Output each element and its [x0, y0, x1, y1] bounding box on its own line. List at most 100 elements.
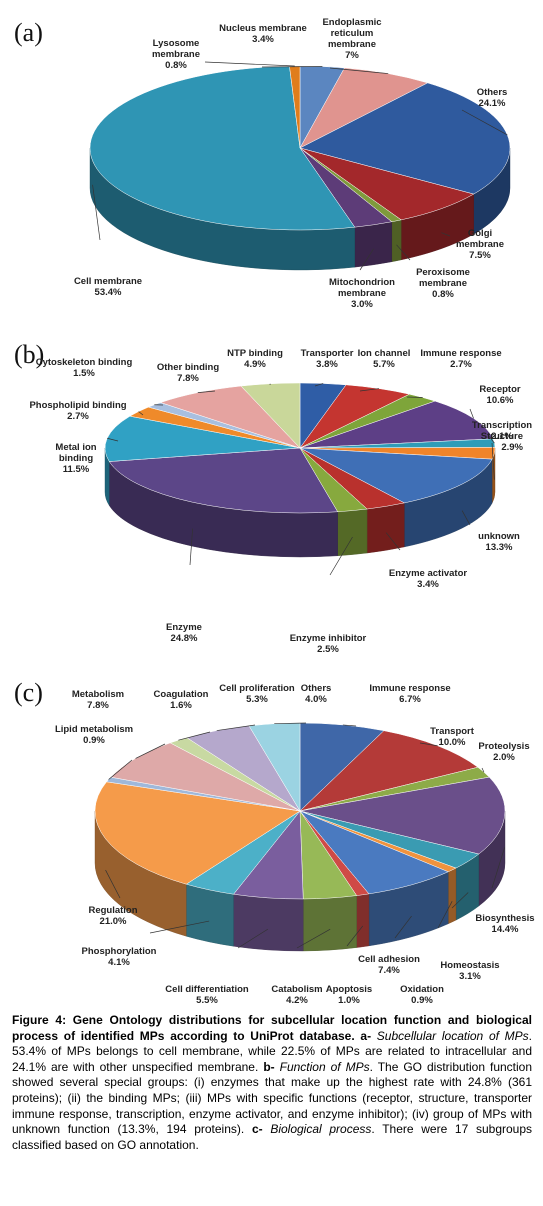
caption-title: Figure 4: Gene Ontology distributions fo… [12, 1013, 532, 1043]
value-label-immune-response: 2.7% [450, 359, 472, 370]
leader-line-ion-channel [359, 388, 380, 392]
pie-side-phosphorylation [186, 883, 234, 947]
value-label-lysosome-membrane: 0.8% [165, 60, 187, 71]
category-label-receptor: Receptor [479, 384, 520, 395]
category-label-lysosome-membrane: membrane [152, 49, 200, 60]
category-label-peroxisome-membrane: membrane [419, 278, 467, 289]
leader-line-apoptosis [346, 925, 364, 947]
pie-slice-biosynthesis [299, 776, 506, 855]
leader-line-others [461, 109, 508, 136]
value-label-other-binding: 7.8% [177, 373, 199, 384]
value-label-apoptosis: 1.0% [338, 995, 360, 1006]
leader-line-endoplasmic-reticulum-membrane [329, 67, 389, 74]
pie-side-apoptosis [356, 893, 370, 948]
category-label-enzyme-activator: Enzyme activator [389, 568, 467, 579]
category-label-unknown: unknown [478, 531, 520, 542]
leader-line-enzyme [189, 528, 193, 566]
category-label-endoplasmic-reticulum-membrane: reticulum [331, 28, 374, 39]
value-label-receptor: 10.6% [487, 395, 514, 406]
category-label-catabolism: Catabolism [271, 984, 322, 995]
leader-line-regulation [105, 869, 121, 899]
category-label-enzyme-inhibitor: Enzyme inhibitor [290, 633, 367, 644]
leader-line-phospholipid-binding [138, 411, 144, 416]
category-label-transport: Transport [430, 726, 475, 737]
leader-line-phosphorylation [149, 920, 210, 934]
leader-line-metabolism [135, 743, 166, 759]
value-label-enzyme-inhibitor: 2.5% [317, 644, 339, 655]
leader-line-unknown [461, 510, 471, 526]
caption-a-label: a- [360, 1028, 372, 1043]
pie-side-cell-differentiation [233, 894, 304, 952]
category-label-homeostasis: Homeostasis [440, 960, 499, 971]
value-label-cell-membrane: 53.4% [95, 287, 122, 298]
value-label-catabolism: 4.2% [286, 995, 308, 1006]
leader-line-lysosome-membrane [204, 61, 295, 67]
panel-label-a: (a) [14, 18, 43, 47]
category-label-mitochondrion-membrane: Mitochondrion [329, 277, 395, 288]
category-label-metal-ion-binding: binding [59, 453, 93, 464]
category-label-others: Others [477, 87, 508, 98]
leader-line-others [274, 722, 307, 725]
value-label-phosphorylation: 4.1% [108, 957, 130, 968]
category-label-nucleus-membrane: Nucleus membrane [219, 23, 307, 34]
category-label-lysosome-membrane: Lysosome [153, 38, 200, 49]
category-label-golgi-membrane: Golgi [468, 228, 492, 239]
panel-label-c: (c) [14, 678, 43, 707]
leader-line-proteolysis [481, 767, 485, 773]
pie-side-catabolism [303, 895, 357, 952]
value-label-phospholipid-binding: 2.7% [67, 411, 89, 422]
value-label-others: 24.1% [479, 98, 506, 109]
value-label-cell-adhesion: 7.4% [378, 965, 400, 976]
category-label-coagulation: Coagulation [154, 689, 209, 700]
leader-line-cell-differentiation [237, 928, 269, 949]
pie-slice-enzyme [108, 447, 339, 514]
leader-line-transport [419, 742, 438, 747]
category-label-endoplasmic-reticulum-membrane: membrane [328, 39, 376, 50]
value-label-transporter: 3.8% [316, 359, 338, 370]
category-label-structure: Structure [481, 431, 523, 442]
leader-line-transcription [487, 434, 495, 444]
category-label-biosynthesis: Biosynthesis [475, 913, 534, 924]
category-label-ntp-binding: NTP binding [227, 348, 283, 359]
value-label-homeostasis: 3.1% [459, 971, 481, 982]
category-label-ion-channel: Ion channel [358, 348, 411, 359]
value-label-coagulation: 1.6% [170, 700, 192, 711]
value-label-ntp-binding: 4.9% [244, 359, 266, 370]
leader-line-enzyme-activator [385, 532, 401, 551]
value-label-others: 4.0% [305, 694, 327, 705]
figure-caption: Figure 4: Gene Ontology distributions fo… [12, 1013, 532, 1153]
value-label-cytoskeleton-binding: 1.5% [73, 368, 95, 379]
category-label-immune-response: Immune response [369, 683, 450, 694]
value-label-proteolysis: 2.0% [493, 752, 515, 763]
category-label-regulation: Regulation [88, 905, 137, 916]
caption-b-title: Function of MPs [279, 1059, 370, 1074]
category-label-immune-response: Immune response [420, 348, 501, 359]
leader-line-catabolism [296, 928, 331, 949]
pie-side-enzyme-inhibitor [337, 508, 368, 556]
category-label-cell-membrane: Cell membrane [74, 276, 142, 287]
pie-slice-regulation [94, 781, 301, 885]
category-label-enzyme: Enzyme [166, 622, 202, 633]
value-label-nucleus-membrane: 3.4% [252, 34, 274, 45]
value-label-golgi-membrane: 7.5% [469, 250, 491, 261]
panel-label-b: (b) [14, 340, 45, 369]
pie-side-peroxisome-membrane [391, 219, 402, 262]
pie-slice-receptor [299, 400, 494, 449]
category-label-proteolysis: Proteolysis [478, 741, 529, 752]
value-label-endoplasmic-reticulum-membrane: 7% [345, 50, 359, 61]
leader-line-enzyme-inhibitor [329, 536, 353, 576]
value-label-metal-ion-binding: 11.5% [63, 464, 90, 475]
caption-c-title: Biological process [270, 1122, 372, 1137]
leader-line-golgi-membrane [441, 232, 451, 237]
value-label-transport: 10.0% [439, 737, 466, 748]
value-label-structure: 2.9% [501, 442, 523, 453]
category-label-metal-ion-binding: Metal ion [55, 442, 96, 453]
leader-line-immune-response [342, 724, 357, 727]
value-label-metabolism: 7.8% [87, 700, 109, 711]
pie-side-enzyme-activator [366, 502, 405, 554]
leader-line-cell-proliferation [216, 724, 256, 731]
category-label-apoptosis: Apoptosis [326, 984, 372, 995]
value-label-oxidation: 0.9% [411, 995, 433, 1006]
